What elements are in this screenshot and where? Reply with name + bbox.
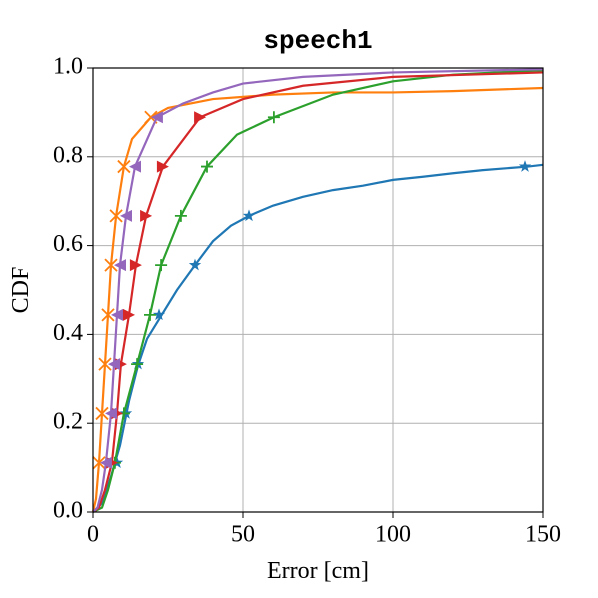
marker — [201, 160, 213, 173]
y-tick-label: 0.2 — [53, 409, 83, 435]
x-tick-label: 100 — [375, 522, 411, 548]
marker — [267, 111, 280, 124]
cdf-line — [92, 71, 544, 513]
cdf-line — [92, 163, 544, 513]
marker — [518, 160, 532, 172]
marker — [108, 358, 120, 371]
y-tick-label: 0.0 — [53, 498, 83, 524]
marker — [242, 209, 256, 222]
marker — [129, 259, 142, 272]
marker — [111, 308, 123, 321]
x-tick-label: 0 — [87, 522, 99, 548]
marker — [99, 456, 112, 469]
plot-frame — [92, 67, 544, 513]
marker — [155, 259, 168, 272]
chart-title: speech1 — [263, 26, 372, 56]
marker — [152, 308, 166, 321]
marker — [140, 209, 153, 222]
x-tick-label: 150 — [525, 522, 561, 548]
cdf-line — [92, 68, 544, 513]
marker — [98, 357, 112, 371]
cdf-line — [91, 86, 544, 513]
marker — [131, 358, 144, 371]
marker — [92, 456, 106, 470]
y-tick-label: 0.4 — [53, 320, 83, 346]
marker — [104, 258, 118, 272]
marker — [194, 111, 207, 124]
y-tick-label: 0.8 — [53, 142, 83, 168]
marker — [188, 258, 202, 271]
marker — [117, 159, 131, 174]
y-axis-label: CDF — [8, 267, 34, 314]
marker — [120, 209, 132, 222]
marker — [101, 308, 115, 322]
marker — [105, 407, 117, 420]
marker — [150, 111, 163, 124]
marker — [95, 406, 109, 421]
marker — [123, 308, 135, 321]
marker — [129, 160, 141, 173]
marker — [114, 259, 126, 272]
marker — [174, 209, 187, 222]
x-axis-label: Error [cm] — [267, 558, 369, 584]
y-tick-label: 1.0 — [53, 54, 83, 80]
cdf-line — [92, 69, 544, 513]
marker — [156, 160, 169, 173]
marker — [144, 308, 156, 321]
x-tick-label: 50 — [231, 522, 255, 548]
y-tick-label: 0.6 — [53, 231, 83, 257]
marker — [109, 209, 123, 223]
